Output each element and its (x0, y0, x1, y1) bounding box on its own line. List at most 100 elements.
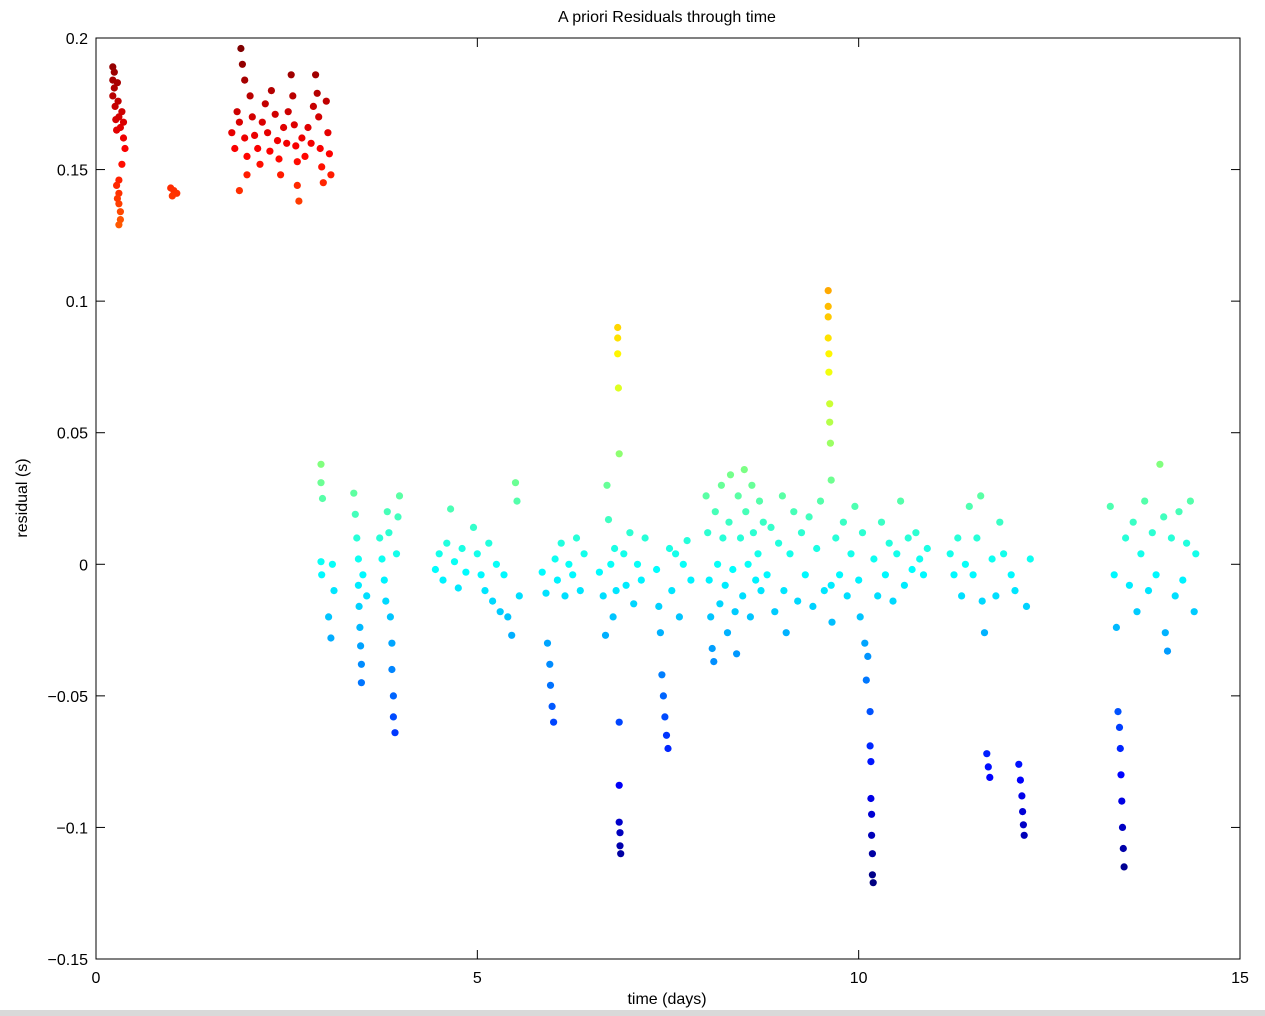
data-point (284, 108, 292, 116)
data-point (312, 71, 320, 79)
data-point (1116, 744, 1124, 753)
data-point (826, 418, 834, 426)
data-point (569, 571, 577, 579)
data-point (1016, 776, 1024, 784)
data-point (867, 758, 875, 766)
data-point (665, 544, 674, 553)
data-point (595, 568, 604, 576)
data-point (881, 571, 890, 579)
data-point (885, 539, 893, 547)
data-point (318, 494, 327, 503)
data-point (469, 523, 478, 532)
data-point (836, 571, 844, 579)
data-point (283, 139, 291, 147)
data-point (513, 497, 521, 505)
data-point (389, 692, 397, 700)
data-point (988, 555, 996, 563)
data-point (1152, 571, 1160, 579)
data-point (615, 781, 623, 789)
data-point (318, 571, 326, 579)
data-point (614, 350, 622, 358)
data-point (615, 818, 623, 826)
data-point (767, 523, 775, 532)
data-point (893, 550, 901, 558)
data-point (246, 92, 254, 100)
data-point (923, 544, 931, 553)
data-point (1161, 629, 1169, 637)
data-point (301, 152, 309, 160)
data-point (868, 831, 876, 839)
data-point (392, 550, 401, 558)
data-point (551, 555, 559, 563)
x-tick-label: 0 (92, 970, 101, 987)
y-tick-label: 0.2 (66, 31, 88, 48)
data-point (280, 123, 288, 132)
data-point (293, 181, 301, 189)
data-point (542, 589, 550, 597)
data-point (866, 742, 874, 750)
data-point (889, 597, 897, 605)
data-point (801, 571, 809, 579)
data-point (617, 850, 625, 858)
data-point (231, 144, 239, 153)
data-point (319, 179, 327, 187)
data-point (266, 147, 274, 155)
data-point (958, 592, 966, 600)
data-point (826, 400, 834, 408)
data-point (820, 587, 828, 595)
data-point (754, 550, 762, 558)
data-point (726, 471, 735, 479)
data-point (731, 608, 739, 616)
data-point (254, 144, 262, 153)
data-point (322, 97, 330, 105)
data-point (614, 334, 622, 342)
data-point (481, 587, 489, 595)
data-point (825, 368, 833, 376)
data-point (113, 181, 121, 189)
data-point (1175, 508, 1183, 516)
data-point (912, 529, 920, 537)
data-point (113, 194, 121, 203)
data-point (916, 555, 924, 563)
data-point (1120, 863, 1128, 871)
data-point (996, 518, 1004, 526)
data-point (508, 631, 516, 639)
data-point (1020, 831, 1028, 839)
data-point (992, 592, 1000, 600)
data-point (653, 565, 661, 574)
data-point (309, 102, 317, 110)
data-point (395, 492, 404, 500)
data-point (383, 508, 391, 516)
data-point (378, 555, 386, 563)
x-tick-label: 10 (850, 970, 868, 987)
data-point (394, 513, 402, 521)
data-point (354, 555, 362, 563)
data-point (289, 92, 297, 100)
data-point (1183, 539, 1191, 547)
data-point (328, 560, 336, 568)
data-point (435, 550, 443, 558)
y-tick-label: −0.1 (56, 820, 88, 837)
data-point (327, 634, 335, 642)
data-point (324, 129, 332, 137)
data-point (116, 123, 124, 132)
data-point (1106, 502, 1114, 510)
data-point (1144, 587, 1153, 595)
data-point (1118, 797, 1126, 805)
y-tick-label: −0.15 (48, 952, 89, 969)
data-point (357, 679, 365, 687)
data-point (714, 560, 722, 568)
data-point (317, 558, 325, 566)
data-point (734, 492, 742, 500)
data-point (1110, 571, 1118, 579)
data-point (1190, 608, 1198, 616)
data-point (721, 581, 729, 589)
data-point (389, 713, 397, 721)
data-point (118, 160, 126, 168)
data-point (275, 155, 283, 163)
x-axis-title: time (days) (627, 991, 706, 1008)
data-point (748, 481, 756, 489)
data-point (264, 129, 272, 137)
data-point (109, 92, 117, 100)
data-point (797, 529, 806, 537)
